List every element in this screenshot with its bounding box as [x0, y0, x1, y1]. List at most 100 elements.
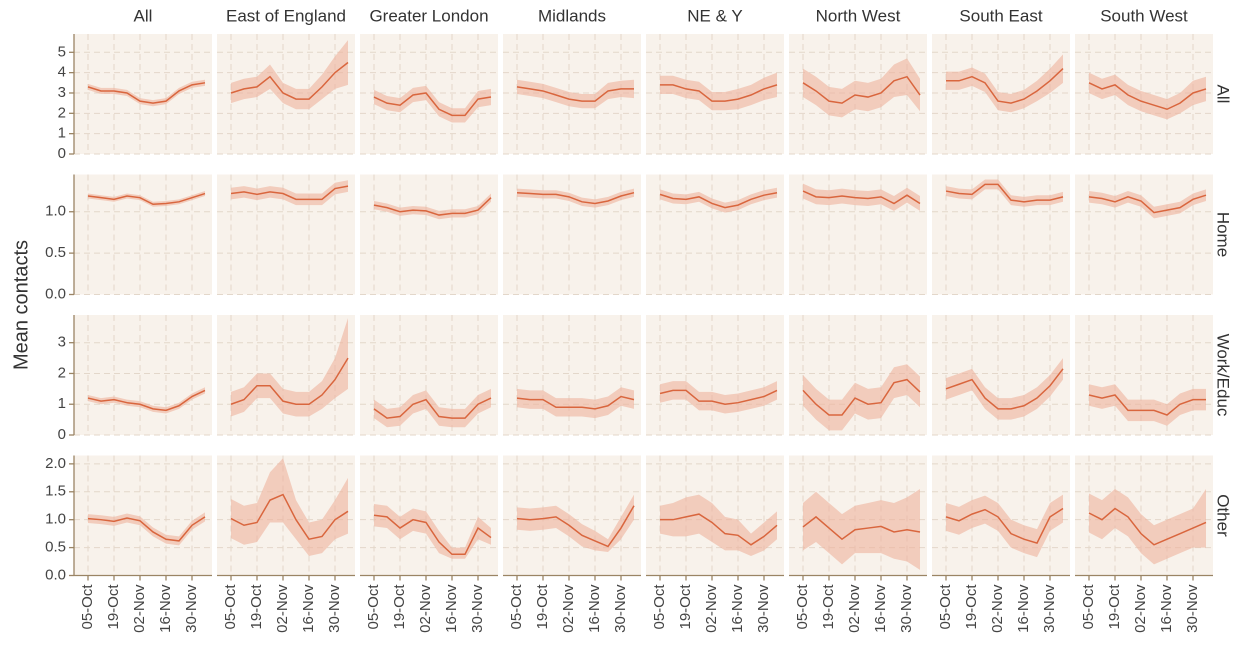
x-tick-label: 30-Nov [898, 584, 915, 633]
column-label: Midlands [538, 6, 606, 25]
ci-band [803, 58, 920, 118]
y-tick-label: 1.0 [45, 203, 66, 220]
y-tick-label: 1 [58, 125, 66, 142]
ci-band [517, 387, 634, 419]
panel [646, 315, 784, 435]
x-tick-label: 16-Nov [1158, 584, 1175, 633]
row-label: Work/Educ [1214, 334, 1233, 417]
x-tick-label: 05-Oct [1080, 584, 1097, 630]
mean-line [87, 192, 206, 206]
x-tick-label: 02-Nov [989, 584, 1006, 633]
mean-line [230, 493, 349, 541]
mean-line [802, 190, 921, 205]
ci-band [803, 364, 920, 431]
x-tick-label: 30-Nov [1041, 584, 1058, 633]
mean-line [516, 505, 635, 548]
mean-line [945, 183, 1064, 203]
mean-line [802, 515, 921, 541]
x-tick-label: 02-Nov [274, 584, 291, 633]
column-label: Greater London [369, 6, 488, 25]
ci-band [660, 381, 777, 414]
x-tick-label: 02-Nov [417, 584, 434, 633]
y-tick-label: 5 [58, 43, 66, 60]
ci-band [88, 79, 205, 107]
mean-line [1088, 82, 1207, 111]
y-tick-label: 0 [58, 145, 66, 162]
column-label: All [134, 6, 153, 25]
ci-band [660, 187, 777, 213]
ci-band [517, 494, 634, 553]
x-tick-label: 05-Oct [508, 584, 525, 630]
mean-line [230, 185, 349, 201]
x-tick-label: 02-Nov [846, 584, 863, 633]
y-tick-label: 0.5 [45, 244, 66, 261]
ci-band [946, 54, 1063, 113]
x-tick-label: 02-Nov [131, 584, 148, 633]
y-tick-label: 1 [58, 395, 66, 412]
y-tick-label: 3 [58, 334, 66, 351]
ci-band [946, 358, 1063, 420]
mean-line [87, 389, 206, 412]
y-tick-label: 4 [58, 64, 66, 81]
y-tick-label: 1.5 [45, 483, 66, 500]
ci-band [1089, 189, 1206, 219]
x-tick-label: 19-Oct [820, 584, 837, 630]
y-tick-label: 0.5 [45, 539, 66, 556]
panel [74, 174, 212, 295]
ci-band [1089, 72, 1206, 120]
mean-line [945, 507, 1064, 545]
x-tick-label: 16-Nov [300, 584, 317, 633]
y-tick-label: 3 [58, 84, 66, 101]
x-tick-label: 19-Oct [963, 584, 980, 630]
x-tick-label: 16-Nov [1015, 584, 1032, 633]
ci-band [1089, 384, 1206, 426]
x-tick-label: 19-Oct [1106, 584, 1123, 630]
x-tick-label: 16-Nov [443, 584, 460, 633]
x-tick-label: 02-Nov [703, 584, 720, 633]
x-tick-label: 05-Oct [365, 584, 382, 630]
mean-line [516, 86, 634, 102]
mean-line [87, 82, 206, 104]
x-tick-label: 05-Oct [79, 584, 96, 630]
mean-line [1088, 507, 1207, 546]
y-tick-label: 0.0 [45, 566, 66, 583]
x-tick-label: 19-Oct [248, 584, 265, 630]
x-tick-label: 16-Nov [872, 584, 889, 633]
column-label: North West [816, 6, 901, 25]
ci-band [660, 494, 777, 556]
mean-line [87, 516, 206, 542]
mean-line [945, 368, 1064, 410]
x-tick-label: 30-Nov [326, 584, 343, 633]
x-tick-label: 05-Oct [651, 584, 668, 630]
mean-line [802, 75, 921, 104]
x-tick-label: 02-Nov [560, 584, 577, 633]
y-axis-label: Mean contacts [10, 240, 32, 370]
mean-line [946, 68, 1064, 104]
panel [74, 315, 212, 435]
ci-band [517, 79, 634, 109]
mean-line [230, 357, 349, 405]
column-label: South East [959, 6, 1042, 25]
y-tick-label: 0.0 [45, 285, 66, 302]
ci-band [803, 183, 920, 211]
mean-line [230, 61, 349, 100]
x-tick-label: 30-Nov [469, 584, 486, 633]
x-tick-label: 30-Nov [183, 584, 200, 633]
row-label: All [1214, 85, 1233, 104]
column-label: NE & Y [687, 6, 742, 25]
x-tick-label: 30-Nov [1184, 584, 1201, 633]
mean-line [802, 378, 921, 416]
mean-line [516, 191, 635, 205]
x-tick-label: 05-Oct [937, 584, 954, 630]
x-tick-label: 19-Oct [534, 584, 551, 630]
column-label: South West [1100, 6, 1188, 25]
mean-line [660, 84, 778, 102]
mean-line [660, 513, 778, 546]
mean-line [373, 92, 492, 117]
x-tick-label: 02-Nov [1132, 584, 1149, 633]
ci-band [1089, 488, 1206, 565]
x-tick-label: 05-Oct [794, 584, 811, 630]
mean-line [373, 397, 492, 419]
x-tick-label: 16-Nov [586, 584, 603, 633]
x-tick-label: 30-Nov [755, 584, 772, 633]
